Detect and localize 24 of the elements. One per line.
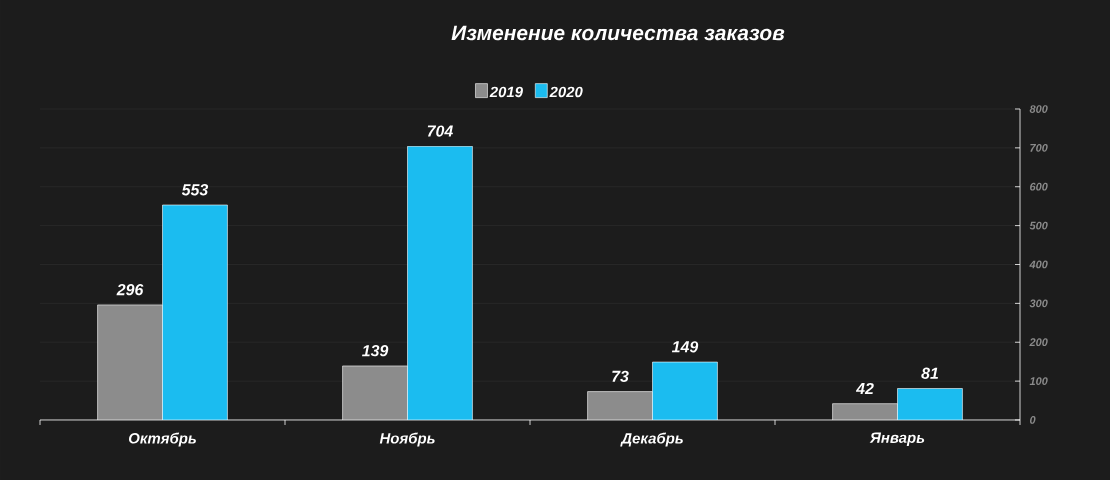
chart-title: Изменение количества заказов: [451, 25, 785, 41]
data-label: 73: [612, 370, 629, 382]
y-tick-label: 300: [1029, 299, 1048, 308]
y-tick-label: 100: [1029, 377, 1048, 385]
y-tick-label: 500: [1029, 221, 1048, 230]
y-tick-label: 700: [1030, 144, 1048, 152]
y-tick-label: 200: [1029, 338, 1048, 347]
data-label: 553: [181, 184, 209, 196]
data-label: 139: [362, 345, 389, 357]
data-label: 704: [427, 125, 453, 137]
x-tick-label: Октябрь: [128, 432, 196, 447]
y-tick-label: 0: [1029, 416, 1036, 424]
data-label: 42: [855, 382, 874, 395]
x-tick-label: Декабрь: [620, 432, 683, 447]
y-tick-label: 800: [1029, 105, 1048, 113]
data-label: 296: [116, 284, 144, 296]
legend-label: 2019: [489, 86, 523, 98]
y-tick-label: 600: [1030, 182, 1048, 191]
x-tick-label: Январь: [869, 432, 925, 446]
x-tick-label: Ноябрь: [379, 432, 435, 447]
legend-label: 2020: [549, 86, 583, 98]
y-tick-label: 400: [1029, 260, 1048, 269]
data-label: 149: [671, 341, 699, 353]
data-label: 81: [921, 367, 938, 379]
